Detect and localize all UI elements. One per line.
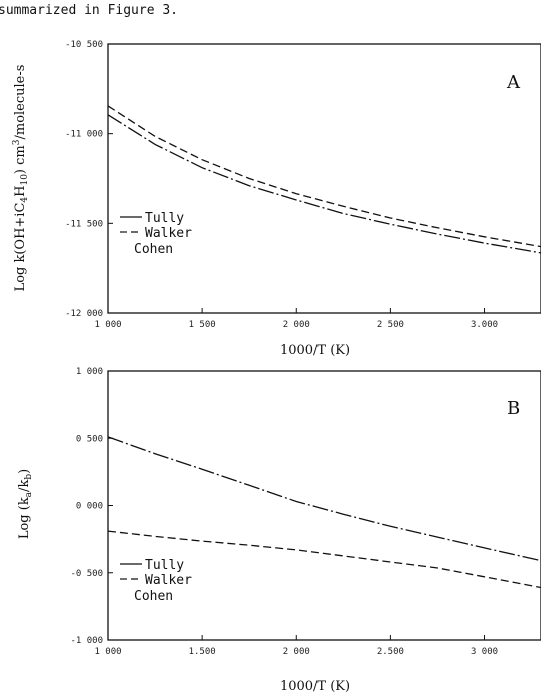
legend-label-tully: Tully	[145, 558, 184, 573]
caption-text: summarized in Figure 3.	[0, 3, 178, 18]
series-lines-a	[107, 105, 541, 254]
x-tick-label-b: 1.500	[189, 647, 216, 657]
chart-panel-a: A 1000/T (K) Log k(OH+iC4H10) cm3/molecu…	[12, 40, 541, 358]
axis-ticks-a: 1 000 1 500 2 000 2 500 3.000 -10 500 -11 000 -…	[65, 40, 498, 330]
y-axis-label-b: Log (ka/kb)	[17, 469, 34, 539]
legend-label-cohen: Cohen	[134, 242, 173, 257]
axis-ticks-b: 1 000 1.500 2 000 2.500 3 000 1 000 0 500 0 000…	[70, 367, 498, 657]
x-tick-label-b: 1 000	[94, 647, 121, 657]
legend-a: Tully Walker Cohen	[120, 211, 192, 257]
series-line-walker-b	[107, 530, 541, 589]
x-tick-label-a: 2 000	[283, 320, 310, 330]
x-tick-label-a: 1 000	[94, 320, 121, 330]
legend-label-cohen: Cohen	[134, 589, 173, 604]
y-axis-label-a: Log k(OH+iC4H10) cm3/molecule-s	[12, 65, 30, 292]
y-tick-label-b: -1 000	[70, 636, 103, 646]
legend-label-tully: Tully	[145, 211, 184, 226]
y-tick-label-b: 0 500	[76, 434, 103, 444]
x-tick-label-b: 2.500	[377, 647, 404, 657]
series-line-tully-b	[107, 436, 541, 562]
legend-label-walker: Walker	[145, 573, 192, 588]
x-tick-label-b: 3 000	[471, 647, 498, 657]
panel-label-a: A	[506, 72, 521, 93]
legend-label-walker: Walker	[145, 226, 192, 241]
x-axis-label-a: 1000/T (K)	[280, 343, 350, 358]
y-tick-label-b: 0 000	[76, 502, 103, 512]
x-tick-label-a: 1 500	[189, 320, 216, 330]
x-tick-label-a: 3.000	[471, 320, 498, 330]
y-tick-label-b: 1 000	[76, 367, 103, 377]
series-lines-b	[107, 436, 541, 589]
panel-label-b: B	[507, 398, 520, 419]
x-axis-label-b: 1000/T (K)	[280, 679, 350, 694]
x-tick-label-a: 2 500	[377, 320, 404, 330]
legend-b: Tully Walker Cohen	[120, 558, 192, 604]
y-tick-label-a: -12 000	[65, 309, 103, 319]
y-tick-label-a: -10 500	[65, 40, 103, 50]
x-tick-label-b: 2 000	[283, 647, 310, 657]
plot-frame-a	[107, 43, 541, 314]
y-tick-label-b: -0 500	[70, 569, 103, 579]
chart-panel-b: B 1000/T (K) Log (ka/kb) 1 000 1.500 2 000…	[17, 367, 541, 694]
series-line-walker-a	[107, 105, 541, 248]
series-line-tully-a	[107, 114, 541, 254]
y-tick-label-a: -11 500	[65, 219, 103, 229]
y-tick-label-a: -11 000	[65, 130, 103, 140]
